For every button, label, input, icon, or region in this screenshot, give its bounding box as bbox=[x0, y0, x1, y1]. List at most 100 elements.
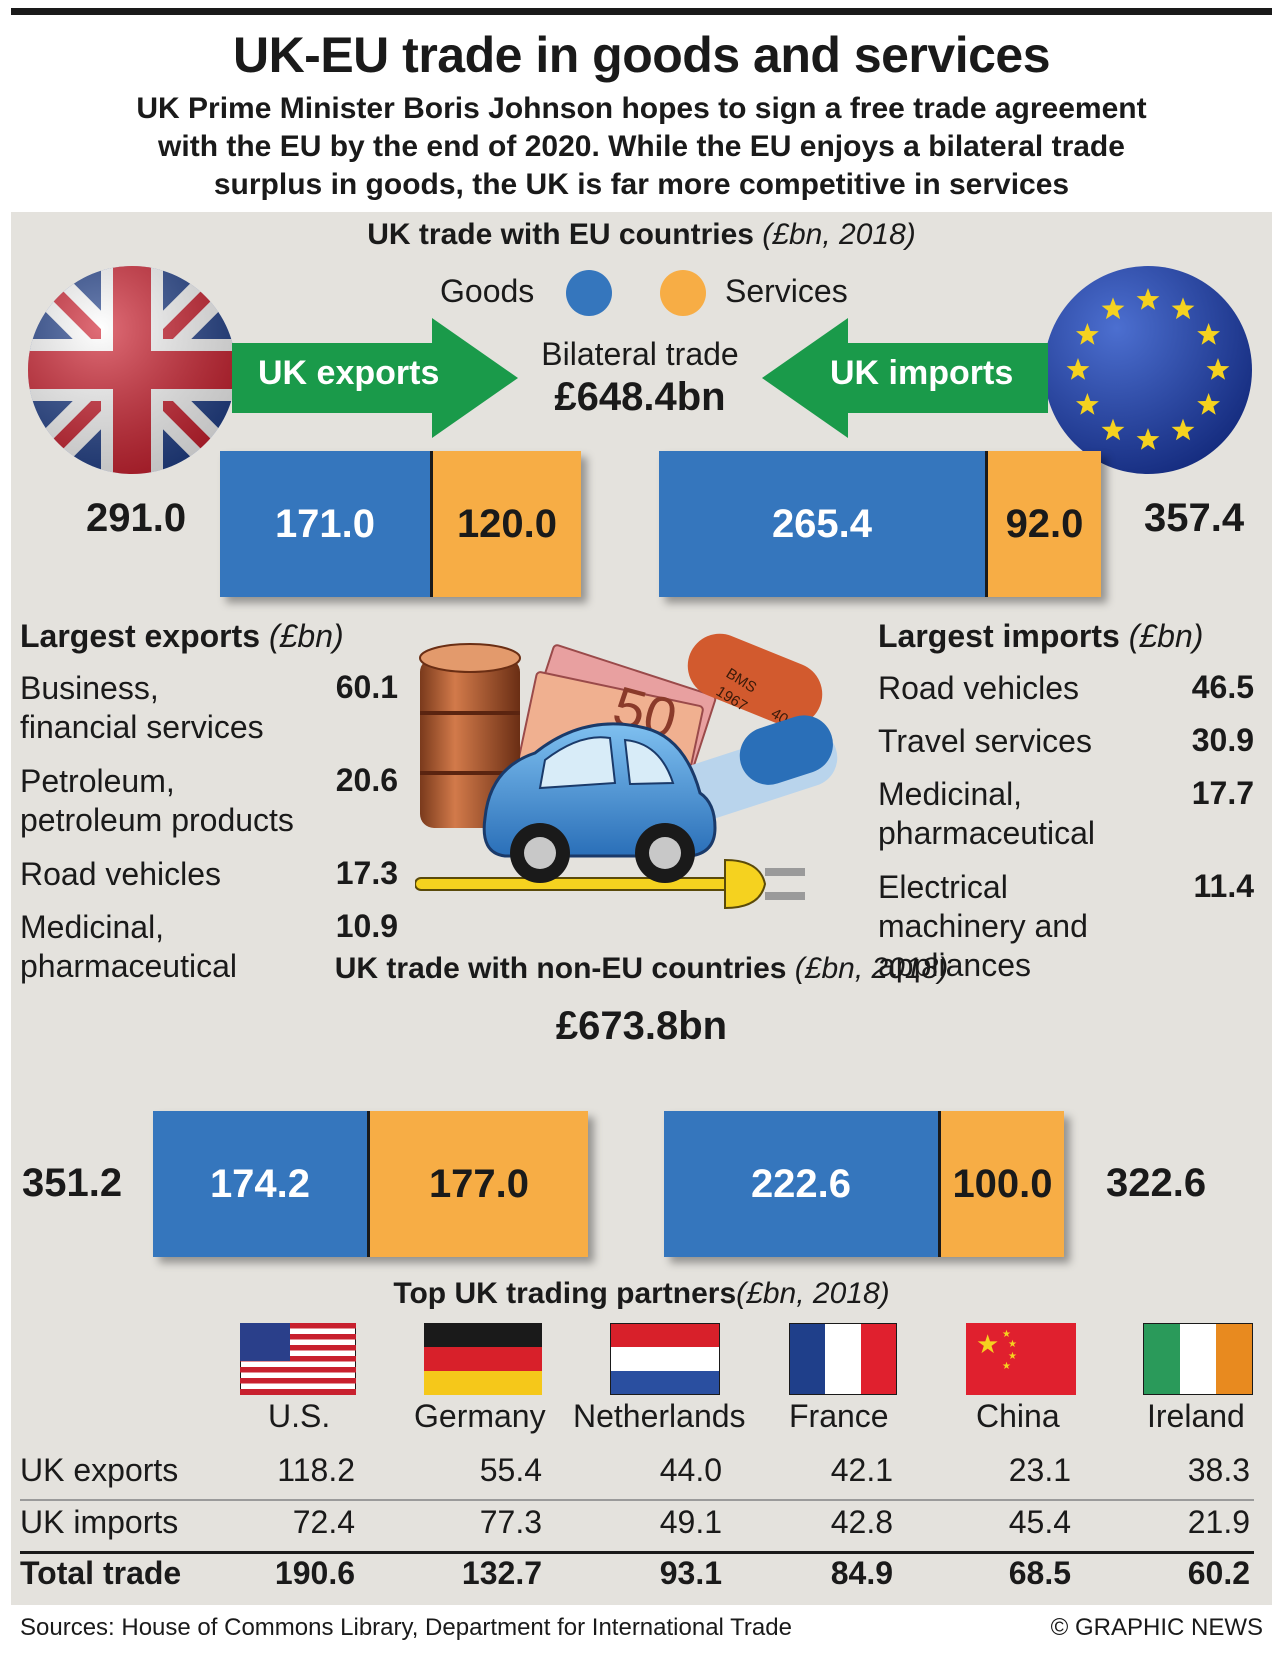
item-value: 20.6 bbox=[335, 762, 398, 798]
bar-divider bbox=[430, 451, 433, 597]
table-row-total: Total trade 190.6 132.7 93.1 84.9 68.5 6… bbox=[0, 1555, 1283, 1599]
eu-star bbox=[1197, 323, 1220, 345]
svg-text:★: ★ bbox=[976, 1330, 999, 1360]
top-rule bbox=[11, 8, 1272, 15]
table-cell: 55.4 bbox=[479, 1452, 542, 1488]
largest-exports-heading: Largest exports (£bn) bbox=[20, 618, 344, 655]
noneu-heading-unit: (£bn, 2018) bbox=[794, 952, 949, 985]
legend-services-swatch bbox=[660, 270, 706, 316]
list-item: Business, financial services 60.1 bbox=[20, 669, 398, 762]
eu-star bbox=[1101, 418, 1125, 441]
noneu-exports-bar: 174.2 177.0 bbox=[153, 1111, 588, 1257]
table-cell: 77.3 bbox=[479, 1504, 542, 1540]
item-label: Medicinal, pharmaceutical bbox=[20, 908, 398, 986]
page-title: UK-EU trade in goods and services bbox=[232, 27, 1051, 83]
table-cell: 42.1 bbox=[830, 1452, 893, 1488]
partner-name: China bbox=[976, 1398, 1060, 1434]
svg-text:★: ★ bbox=[1002, 1361, 1011, 1372]
noneu-exports-total: 351.2 bbox=[22, 1161, 123, 1205]
item-label: Road vehicles bbox=[20, 855, 398, 894]
table-cell: 60.2 bbox=[1187, 1555, 1250, 1591]
germany-flag-icon bbox=[424, 1323, 542, 1395]
table-cell: 93.1 bbox=[659, 1555, 722, 1591]
list-item: Medicinal, pharmaceutical 17.7 bbox=[878, 775, 1254, 868]
noneu-imports-bar: 222.6 100.0 bbox=[664, 1111, 1064, 1257]
eu-exports-services-segment: 120.0 bbox=[433, 451, 581, 597]
noneu-exports-goods-segment: 174.2 bbox=[153, 1111, 367, 1257]
table-row: UK imports 72.4 77.3 49.1 42.8 45.4 21.9 bbox=[0, 1504, 1283, 1548]
eu-heading-unit: (£bn, 2018) bbox=[762, 218, 916, 251]
svg-text:★: ★ bbox=[1002, 1329, 1011, 1340]
subtitle-line: with the EU by the end of 2020. While th… bbox=[158, 130, 1125, 163]
pill-icon bbox=[672, 715, 838, 822]
credit-text: © GRAPHIC NEWS bbox=[1050, 1614, 1263, 1641]
item-label-line: Medicinal, bbox=[20, 909, 165, 945]
eu-section-heading: UK trade with EU countries (£bn, 2018) bbox=[0, 218, 1283, 252]
uk-flag-icon bbox=[28, 266, 236, 474]
item-value: 17.3 bbox=[335, 855, 398, 891]
us-flag-icon bbox=[240, 1323, 356, 1395]
partner-name: France bbox=[789, 1398, 889, 1434]
subtitle-line: surplus in goods, the UK is far more com… bbox=[213, 168, 1070, 201]
france-flag-icon bbox=[789, 1323, 897, 1395]
bar-divider bbox=[367, 1111, 370, 1257]
item-label-line: Petroleum, bbox=[20, 763, 175, 799]
noneu-imports-goods-segment: 222.6 bbox=[664, 1111, 938, 1257]
partners-heading: Top UK trading partners(£bn, 2018) bbox=[0, 1277, 1283, 1311]
ireland-flag-icon bbox=[1143, 1323, 1253, 1395]
largest-imports-unit: (£bn) bbox=[1128, 618, 1204, 654]
eu-exports-total: 291.0 bbox=[86, 496, 187, 540]
row-label: Total trade bbox=[20, 1555, 182, 1591]
table-row: UK exports 118.2 55.4 44.0 42.1 23.1 38.… bbox=[0, 1452, 1283, 1496]
eu-imports-bar: 265.4 92.0 bbox=[659, 451, 1101, 597]
largest-imports-title: Largest imports bbox=[878, 618, 1120, 654]
noneu-heading-text: UK trade with non-EU countries bbox=[334, 952, 787, 985]
partners-heading-unit: (£bn, 2018) bbox=[736, 1277, 890, 1310]
item-value: 30.9 bbox=[1191, 722, 1254, 758]
row-label: UK exports bbox=[20, 1452, 179, 1488]
item-label-line: petroleum products bbox=[20, 802, 294, 838]
item-label-line: appliances bbox=[878, 947, 1031, 983]
eu-flag-icon bbox=[1044, 266, 1252, 474]
china-flag-icon: ★ ★ ★ ★ ★ bbox=[966, 1323, 1076, 1395]
list-item: Road vehicles 17.3 bbox=[20, 855, 398, 908]
list-item: Medicinal, pharmaceutical 10.9 bbox=[20, 908, 398, 1001]
table-cell: 23.1 bbox=[1008, 1452, 1071, 1488]
trade-goods-illustration: 50 50 BMS 1967 40 bbox=[415, 633, 838, 910]
eu-star bbox=[1171, 297, 1195, 320]
svg-text:★: ★ bbox=[1008, 1351, 1017, 1362]
item-label: Business, financial services bbox=[20, 669, 398, 747]
partner-name: Netherlands bbox=[573, 1398, 746, 1434]
noneu-imports-total: 322.6 bbox=[1106, 1161, 1207, 1205]
eu-star bbox=[1076, 323, 1099, 345]
largest-exports-unit: (£bn) bbox=[268, 618, 344, 654]
exports-arrow bbox=[232, 318, 518, 438]
item-label-line: pharmaceutical bbox=[878, 815, 1095, 851]
table-cell: 49.1 bbox=[659, 1504, 722, 1540]
item-label: Electrical machinery and appliances bbox=[878, 868, 1254, 985]
subtitle-line: UK Prime Minister Boris Johnson hopes to… bbox=[136, 92, 1147, 125]
largest-exports-list: Business, financial services 60.1 Petrole… bbox=[20, 669, 398, 1001]
table-cell: 68.5 bbox=[1008, 1555, 1071, 1591]
imports-arrow bbox=[762, 318, 1048, 438]
car-icon bbox=[482, 722, 717, 883]
table-cell: 38.3 bbox=[1187, 1452, 1250, 1488]
eu-star bbox=[1101, 297, 1125, 320]
partner-name: Germany bbox=[414, 1398, 546, 1434]
item-value: 46.5 bbox=[1191, 669, 1254, 705]
partner-name: U.S. bbox=[268, 1398, 331, 1434]
eu-star bbox=[1066, 358, 1090, 380]
eu-imports-total: 357.4 bbox=[1144, 496, 1245, 540]
page-subtitle: UK Prime Minister Boris Johnson hopes to… bbox=[20, 90, 1263, 204]
bar-divider bbox=[985, 451, 988, 597]
eu-star bbox=[1136, 288, 1160, 310]
netherlands-flag-icon bbox=[610, 1323, 720, 1395]
row-divider bbox=[20, 1499, 1254, 1501]
eu-imports-services-segment: 92.0 bbox=[988, 451, 1101, 597]
list-item: Petroleum, petroleum products 20.6 bbox=[20, 762, 398, 855]
list-item: Electrical machinery and appliances 11.4 bbox=[878, 868, 1254, 988]
noneu-exports-services-segment: 177.0 bbox=[370, 1111, 588, 1257]
largest-imports-list: Road vehicles 46.5 Travel services 30.9 … bbox=[878, 669, 1254, 988]
eu-exports-bar: 171.0 120.0 bbox=[220, 451, 581, 597]
noneu-total: £673.8bn bbox=[555, 1004, 728, 1048]
